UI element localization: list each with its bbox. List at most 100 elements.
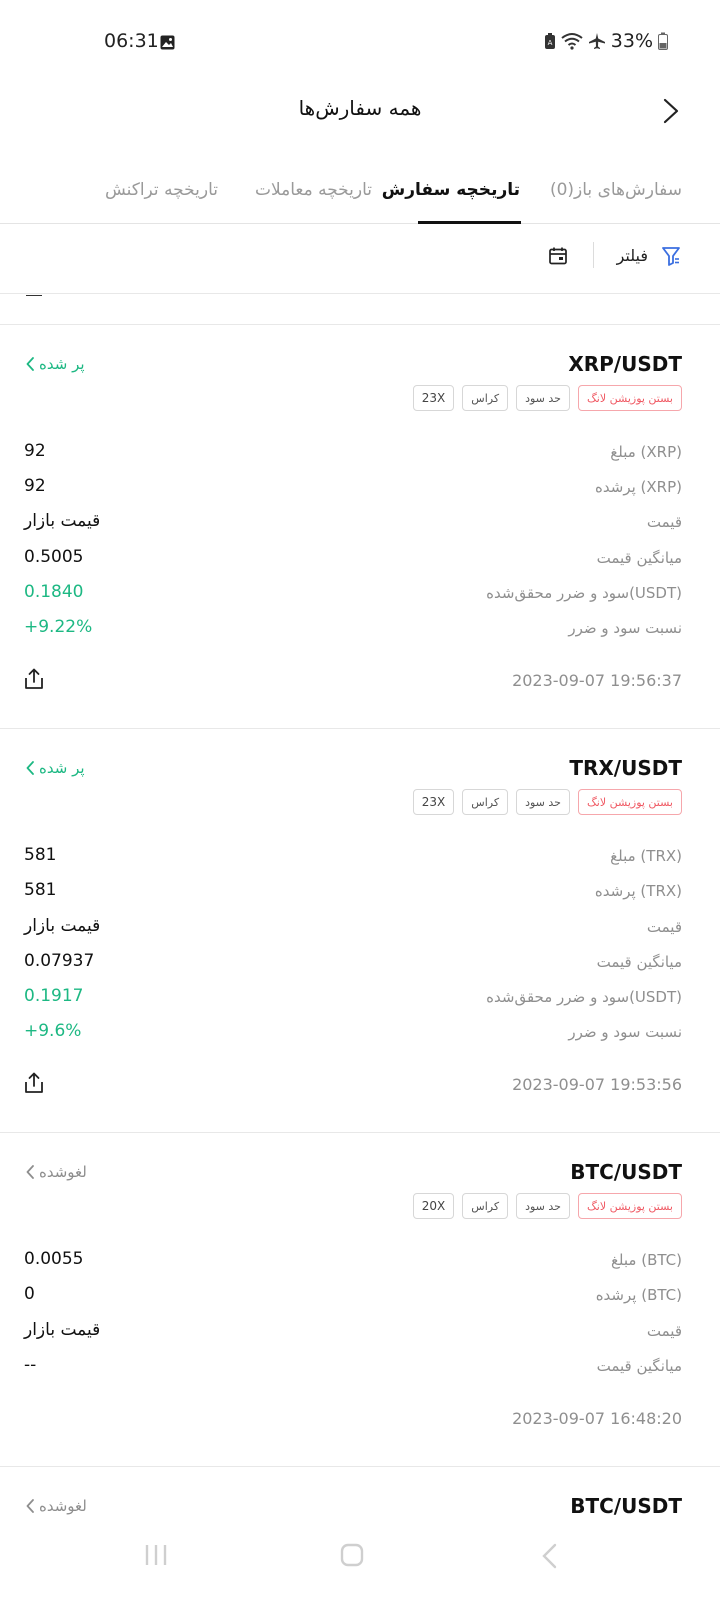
- order-card-header: BTC/USDT لغوشده بستن پوزیشن لانگ حد سود کر…: [0, 1133, 720, 1203]
- filter-row: فیلتر: [0, 224, 720, 294]
- row-value: قیمت بازار: [24, 511, 100, 531]
- partial-order-card: [0, 295, 720, 325]
- tab-transaction-history[interactable]: تاریخچه تراکنش: [105, 180, 218, 200]
- row-value: +9.6%: [24, 1021, 81, 1041]
- back-chevron-icon[interactable]: [660, 96, 682, 126]
- gallery-icon: [160, 35, 175, 50]
- tag-leverage: 23X: [413, 385, 455, 411]
- tab-open-orders[interactable]: سفارش‌های باز(0): [550, 180, 682, 200]
- order-detail-row: پرشده (BTC) 0: [0, 1280, 720, 1315]
- order-status: لغوشده: [39, 1497, 87, 1515]
- order-detail-row: سود و ضرر محقق‌شده(USDT) 0.1917: [0, 982, 720, 1017]
- calendar-icon[interactable]: [548, 246, 568, 266]
- row-value: 0.1917: [24, 986, 83, 1006]
- order-detail-row: پرشده (XRP) 92: [0, 472, 720, 507]
- tab-trade-history[interactable]: تاریخچه معاملات: [255, 180, 372, 200]
- tab-bar: سفارش‌های باز(0) تاریخچه سفارش تاریخچه م…: [0, 168, 720, 224]
- row-label: نسبت سود و ضرر: [568, 1023, 682, 1041]
- order-status-link[interactable]: لغوشده: [26, 1163, 87, 1181]
- order-tags: بستن پوزیشن لانگ حد سود کراس 23X: [413, 789, 682, 815]
- chevron-left-icon: [26, 1165, 35, 1179]
- row-label: پرشده (TRX): [595, 882, 682, 900]
- recents-icon[interactable]: [144, 1542, 168, 1568]
- battery-saver-icon: A: [544, 32, 556, 50]
- order-detail-row: نسبت سود و ضرر +9.6%: [0, 1017, 720, 1052]
- page-title: همه سفارش‌ها: [0, 96, 720, 120]
- row-value: 0: [24, 1284, 35, 1304]
- order-status-link[interactable]: لغوشده: [26, 1497, 87, 1515]
- row-value: 0.07937: [24, 951, 94, 971]
- chevron-left-icon: [26, 357, 35, 371]
- tag-leverage: 23X: [413, 789, 455, 815]
- order-detail-row: میانگین قیمت 0.5005: [0, 543, 720, 578]
- order-detail-row: مبلغ (XRP) 92: [0, 437, 720, 472]
- order-timestamp: 2023-09-07 16:48:20: [512, 1409, 682, 1428]
- trading-pair: BTC/USDT: [570, 1160, 682, 1184]
- tag-take-profit: حد سود: [516, 789, 570, 815]
- order-details: مبلغ (XRP) 92 پرشده (XRP) 92 قیمت قیمت ب…: [0, 395, 720, 648]
- filter-divider: [593, 242, 594, 268]
- order-detail-row: قیمت قیمت بازار: [0, 912, 720, 947]
- row-value: قیمت بازار: [24, 1320, 100, 1340]
- order-detail-row: قیمت قیمت بازار: [0, 1316, 720, 1351]
- tab-order-history[interactable]: تاریخچه سفارش: [382, 180, 520, 200]
- order-tags: بستن پوزیشن لانگ حد سود کراس 20X: [413, 1193, 682, 1219]
- system-nav-bar: [0, 1520, 720, 1600]
- order-detail-row: قیمت قیمت بازار: [0, 507, 720, 542]
- order-card[interactable]: TRX/USDT پر شده بستن پوزیشن لانگ حد سود کر…: [0, 729, 720, 1133]
- row-value: +9.22%: [24, 617, 92, 637]
- order-card-header: TRX/USDT پر شده بستن پوزیشن لانگ حد سود کر…: [0, 729, 720, 799]
- row-label: قیمت: [647, 513, 682, 531]
- order-detail-row: سود و ضرر محقق‌شده(USDT) 0.1840: [0, 578, 720, 613]
- row-value: 92: [24, 441, 46, 461]
- order-status-link[interactable]: پر شده: [26, 759, 85, 777]
- tag-position-side: بستن پوزیشن لانگ: [578, 385, 682, 411]
- row-value: 0.0055: [24, 1249, 83, 1269]
- tag-margin-mode: کراس: [462, 1193, 508, 1219]
- home-icon[interactable]: [340, 1543, 364, 1567]
- tag-margin-mode: کراس: [462, 789, 508, 815]
- row-label: سود و ضرر محقق‌شده(USDT): [486, 584, 682, 602]
- trading-pair: TRX/USDT: [569, 756, 682, 780]
- row-value: 92: [24, 476, 46, 496]
- order-status: لغوشده: [39, 1163, 87, 1181]
- order-card-header: XRP/USDT پر شده بستن پوزیشن لانگ حد سود کر…: [0, 325, 720, 395]
- trading-pair: XRP/USDT: [568, 352, 682, 376]
- share-icon[interactable]: [24, 1072, 44, 1094]
- order-list-viewport[interactable]: XRP/USDT پر شده بستن پوزیشن لانگ حد سود کر…: [0, 295, 720, 1520]
- order-detail-row: نسبت سود و ضرر +9.22%: [0, 613, 720, 648]
- tag-position-side: بستن پوزیشن لانگ: [578, 1193, 682, 1219]
- tag-leverage: 20X: [413, 1193, 455, 1219]
- row-label: قیمت: [647, 918, 682, 936]
- row-label: میانگین قیمت: [597, 549, 682, 567]
- filter-label[interactable]: فیلتر: [617, 246, 648, 265]
- order-status-link[interactable]: پر شده: [26, 355, 85, 373]
- filter-icon[interactable]: [662, 246, 680, 266]
- order-footer: 2023-09-07 19:53:56: [0, 1052, 720, 1132]
- status-time: 06:31: [104, 30, 159, 52]
- row-label: مبلغ (BTC): [611, 1251, 682, 1269]
- svg-text:A: A: [547, 39, 552, 47]
- row-value: 0.1840: [24, 582, 83, 602]
- row-value: 581: [24, 880, 56, 900]
- battery-percent: 33%: [611, 30, 653, 52]
- row-value: قیمت بازار: [24, 916, 100, 936]
- order-detail-row: میانگین قیمت 0.07937: [0, 947, 720, 982]
- order-card[interactable]: BTC/USDT لغوشده بستن پوزیشن لانگ حد سود کر…: [0, 1133, 720, 1467]
- tag-margin-mode: کراس: [462, 385, 508, 411]
- nav-back-icon[interactable]: [540, 1542, 560, 1570]
- order-card[interactable]: BTC/USDT لغوشده بستن پوزیشن شورتحد سودکر…: [0, 1467, 720, 1520]
- battery-icon: [658, 32, 668, 50]
- order-card[interactable]: XRP/USDT پر شده بستن پوزیشن لانگ حد سود کر…: [0, 325, 720, 729]
- order-timestamp: 2023-09-07 19:56:37: [512, 671, 682, 690]
- tag-take-profit: حد سود: [516, 1193, 570, 1219]
- row-value: --: [24, 1355, 36, 1375]
- row-label: میانگین قیمت: [597, 1357, 682, 1375]
- order-card-header: BTC/USDT لغوشده بستن پوزیشن شورتحد سودکر…: [0, 1467, 720, 1520]
- order-timestamp: 2023-09-07 19:53:56: [512, 1075, 682, 1094]
- order-footer: 2023-09-07 19:56:37: [0, 648, 720, 728]
- status-bar: 06:31 A 33%: [0, 0, 720, 86]
- share-icon[interactable]: [24, 668, 44, 690]
- wifi-icon: [561, 32, 583, 50]
- row-value: 0.5005: [24, 547, 83, 567]
